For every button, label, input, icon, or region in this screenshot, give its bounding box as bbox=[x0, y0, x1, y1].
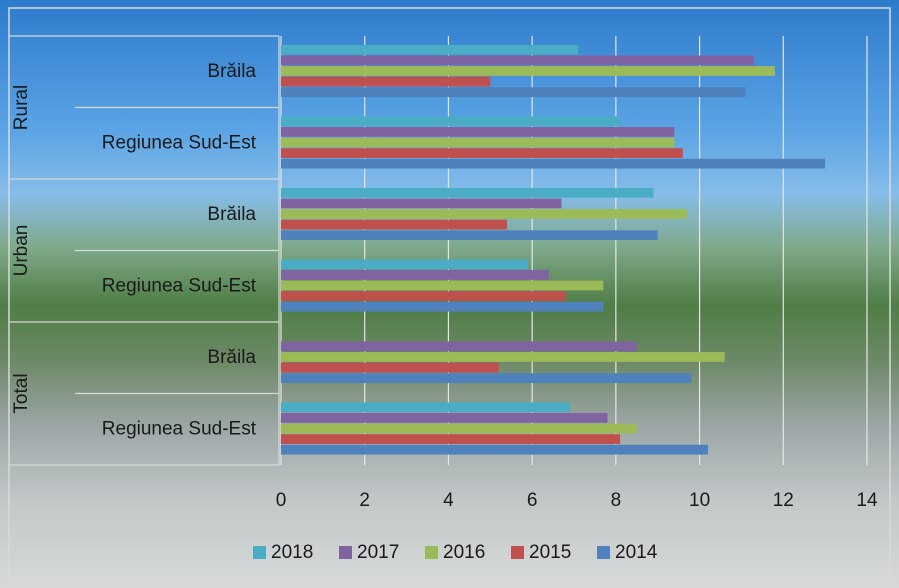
bar bbox=[281, 116, 620, 126]
legend-swatch bbox=[511, 546, 524, 559]
bar bbox=[281, 363, 499, 373]
bar bbox=[281, 373, 691, 383]
x-tick-label: 12 bbox=[773, 490, 794, 511]
bar bbox=[281, 87, 746, 97]
bar bbox=[281, 413, 607, 423]
bar bbox=[281, 281, 603, 291]
legend-swatch bbox=[425, 546, 438, 559]
bar bbox=[281, 199, 561, 209]
bar bbox=[281, 220, 507, 230]
bar bbox=[281, 270, 549, 280]
category-label: Regiunea Sud-Est bbox=[102, 418, 257, 439]
bar bbox=[281, 66, 775, 76]
category-label: Regiunea Sud-Est bbox=[102, 132, 257, 153]
legend-label: 2016 bbox=[443, 542, 485, 563]
bar bbox=[281, 45, 578, 55]
bar bbox=[281, 188, 654, 198]
group-label: Urban bbox=[11, 225, 32, 277]
bar bbox=[281, 230, 658, 240]
x-tick-label: 4 bbox=[443, 490, 454, 511]
bar bbox=[281, 77, 490, 87]
bar bbox=[281, 56, 754, 66]
group-label: Total bbox=[11, 373, 32, 413]
bar bbox=[281, 291, 566, 301]
category-label: Brăila bbox=[207, 347, 256, 368]
bar bbox=[281, 127, 674, 137]
legend-label: 2015 bbox=[529, 542, 571, 563]
bar bbox=[281, 209, 687, 219]
category-label: Brăila bbox=[207, 61, 256, 82]
page: 0 2 4 6 8 10 12 14 Rural Brăila Regiunea Sud-Est Ur… bbox=[0, 0, 899, 588]
x-tick-label: 10 bbox=[689, 490, 710, 511]
group-label: Rural bbox=[11, 85, 32, 130]
bar bbox=[281, 445, 708, 455]
bar bbox=[281, 302, 603, 312]
category-label: Regiunea Sud-Est bbox=[102, 275, 257, 296]
bar bbox=[281, 352, 725, 362]
x-tick-label: 8 bbox=[611, 490, 622, 511]
legend-label: 2017 bbox=[357, 542, 399, 563]
category-label: Brăila bbox=[207, 204, 256, 225]
x-tick-label: 2 bbox=[359, 490, 370, 511]
legend-swatch bbox=[597, 546, 610, 559]
bar bbox=[281, 148, 683, 158]
x-tick-label: 14 bbox=[856, 490, 878, 511]
bar bbox=[281, 424, 637, 434]
bar bbox=[281, 342, 637, 352]
x-tick-label: 0 bbox=[276, 490, 287, 511]
bar bbox=[281, 434, 620, 444]
legend-swatch bbox=[339, 546, 352, 559]
bar bbox=[281, 402, 570, 412]
x-tick-label: 6 bbox=[527, 490, 538, 511]
legend-label: 2018 bbox=[271, 542, 313, 563]
bar bbox=[281, 138, 674, 148]
legend-swatch bbox=[253, 546, 266, 559]
chart: 0 2 4 6 8 10 12 14 Rural Brăila Regiunea Sud-Est Ur… bbox=[0, 0, 899, 588]
bar bbox=[281, 159, 825, 169]
legend-label: 2014 bbox=[615, 542, 658, 563]
bar bbox=[281, 259, 528, 269]
